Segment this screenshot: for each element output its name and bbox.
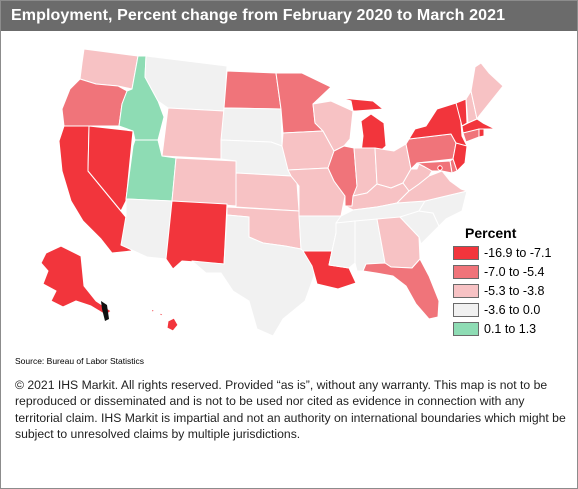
us-choropleth-map	[40, 48, 504, 337]
legend-label: -3.6 to 0.0	[484, 302, 541, 317]
state-or	[61, 78, 128, 127]
legend-title: Percent	[465, 225, 517, 241]
legend: Percent -16.9 to -7.1 -7.0 to -5.4 -5.3 …	[453, 225, 573, 338]
state-nd	[223, 70, 282, 110]
legend-item: -16.9 to -7.1	[453, 243, 573, 262]
state-md	[416, 160, 453, 174]
state-co	[171, 157, 237, 207]
state-nm	[165, 200, 228, 270]
copyright-disclaimer: © 2021 IHS Markit. All rights reserved. …	[15, 378, 566, 441]
state-ct	[462, 128, 480, 143]
source-note: Source: Bureau of Labor Statistics	[15, 356, 144, 366]
state-nv	[87, 125, 134, 212]
state-hi	[150, 308, 179, 332]
state-fl	[362, 258, 440, 320]
legend-swatch	[453, 283, 479, 298]
state-wy	[161, 107, 225, 160]
legend-swatch	[453, 321, 479, 336]
state-ri	[478, 128, 485, 138]
alaska-panhandle	[101, 301, 109, 321]
legend-swatch	[453, 245, 479, 260]
state-tx	[191, 214, 315, 337]
state-dc	[437, 165, 443, 171]
legend-swatch	[453, 302, 479, 317]
legend-label: -16.9 to -7.1	[484, 245, 552, 260]
legend-label: -7.0 to -5.4	[484, 264, 545, 279]
legend-label: 0.1 to 1.3	[484, 321, 537, 336]
legend-item: -5.3 to -3.8	[453, 281, 573, 300]
state-ak	[40, 245, 112, 316]
map-title: Employment, Percent change from February…	[11, 7, 506, 24]
state-nj	[452, 142, 468, 172]
legend-item: -3.6 to 0.0	[453, 300, 573, 319]
state-ks	[235, 172, 300, 212]
title-bar: Employment, Percent change from February…	[1, 1, 577, 31]
legend-item: -7.0 to -5.4	[453, 262, 573, 281]
legend-swatch	[453, 264, 479, 279]
state-me	[470, 62, 504, 120]
legend-label: -5.3 to -3.8	[484, 283, 545, 298]
legend-item: 0.1 to 1.3	[453, 319, 573, 338]
